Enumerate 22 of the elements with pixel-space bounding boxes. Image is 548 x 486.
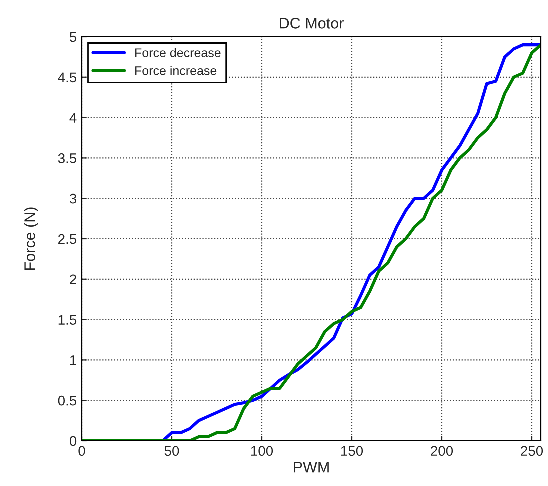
x-tick-label: 200 xyxy=(431,446,454,456)
x-tick-label: 0 xyxy=(78,446,86,456)
x-tick-label: 150 xyxy=(341,446,364,456)
x-tick-label: 50 xyxy=(164,446,180,456)
y-tick-label: 3 xyxy=(70,194,77,204)
y-axis-title: Force (N) xyxy=(24,208,38,270)
y-tick-label: 4.5 xyxy=(58,72,77,83)
y-tick-label: 1.5 xyxy=(58,315,77,325)
y-tick-label: 2.5 xyxy=(58,234,77,244)
y-tick-label: 0.5 xyxy=(58,396,77,406)
y-tick-label: 1 xyxy=(70,356,76,366)
y-tick-label: 2 xyxy=(70,274,76,284)
x-tick-label: 250 xyxy=(521,446,544,456)
y-tick-label: 3.5 xyxy=(58,154,77,164)
x-axis-title: PWM xyxy=(294,462,329,473)
y-tick-label: 0 xyxy=(70,436,77,446)
legend-label: Force decrease xyxy=(136,48,221,58)
y-tick-label: 5 xyxy=(70,32,77,42)
x-tick-label: 100 xyxy=(251,446,274,456)
y-tick-label: 4 xyxy=(70,113,77,123)
chart-title: DC Motor xyxy=(280,18,344,29)
legend-label: Force increase xyxy=(136,66,217,76)
